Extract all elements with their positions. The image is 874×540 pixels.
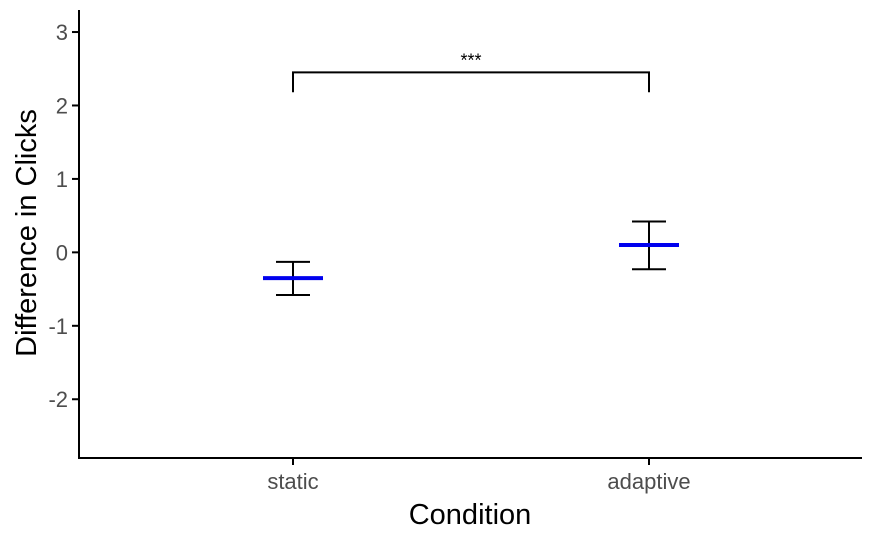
y-ticks: -2 -1 0 1 2 3 bbox=[48, 20, 79, 412]
y-tick-label: 0 bbox=[56, 240, 68, 265]
errorbar-group-adaptive bbox=[619, 220, 679, 271]
y-tick-label: 2 bbox=[56, 93, 68, 118]
plot-area: *** bbox=[263, 50, 679, 296]
significance-bracket: *** bbox=[292, 50, 650, 93]
x-ticks: static adaptive bbox=[267, 458, 691, 494]
errorbar-group-static bbox=[263, 260, 323, 296]
significance-bracket-line bbox=[292, 71, 650, 93]
y-tick-label: -2 bbox=[48, 387, 68, 412]
y-tick-label: 1 bbox=[56, 167, 68, 192]
y-axis-title: Difference in Clicks bbox=[11, 109, 43, 357]
y-tick-label: 3 bbox=[56, 20, 68, 45]
significance-label: *** bbox=[460, 50, 481, 70]
y-tick-label: -1 bbox=[48, 314, 68, 339]
x-axis-title: Condition bbox=[409, 499, 532, 531]
x-tick-label: adaptive bbox=[607, 469, 690, 494]
x-tick-label: static bbox=[267, 469, 318, 494]
